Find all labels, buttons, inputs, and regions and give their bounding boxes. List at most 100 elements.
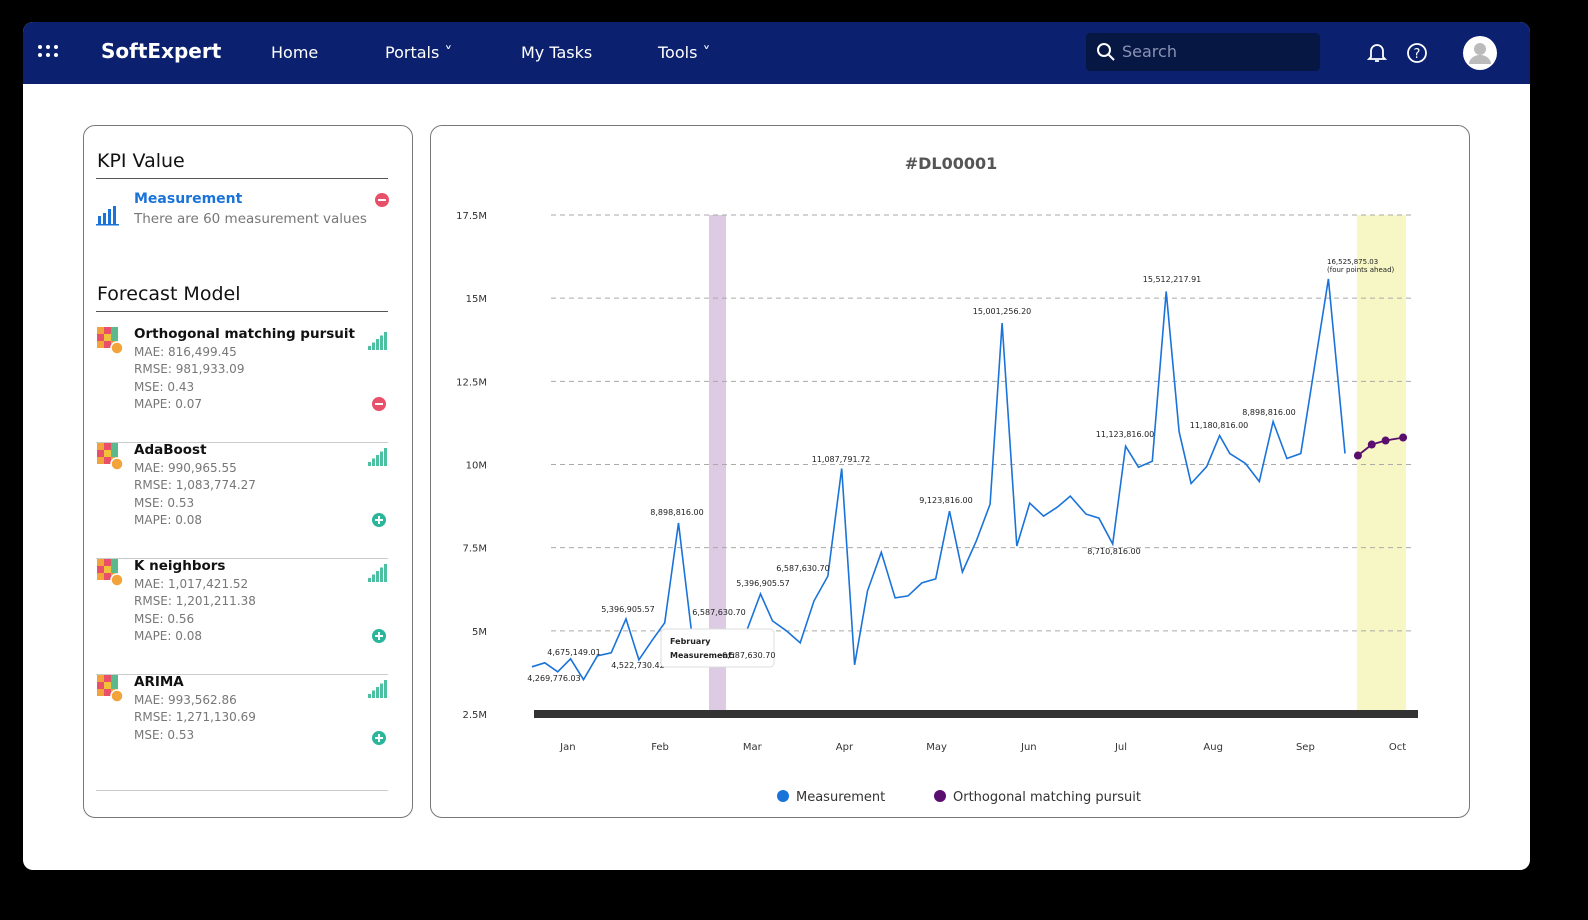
signal-bar [384, 448, 387, 466]
icon-cell [97, 682, 104, 689]
model-name: K neighbors [134, 558, 226, 574]
signal-bar [376, 571, 379, 582]
annotation: 11,123,816.00 [1096, 430, 1155, 439]
apps-icon[interactable] [37, 44, 61, 60]
chart-icon [96, 206, 119, 226]
chart-panel: #DL00001 2.5M 5M 7.5M 10M 12.5M 15M 17.5M Jan Fe… [430, 125, 1470, 818]
remove-button[interactable] [371, 396, 387, 412]
button-glyph [378, 734, 380, 742]
model-icon [97, 327, 124, 355]
model-item[interactable]: ARIMA MAE: 993,562.86 RMSE: 1,271,130.69 MS… [96, 674, 388, 791]
bell-icon[interactable] [1367, 42, 1387, 64]
icon-cell [104, 675, 111, 682]
x-tick-label: Jun [1020, 742, 1037, 753]
model-item[interactable]: AdaBoost MAE: 990,965.55 RMSE: 1,083,774.2… [96, 442, 388, 559]
divider [96, 311, 388, 312]
signal-bar [380, 567, 383, 582]
icon-cell [97, 573, 104, 580]
nav-item[interactable]: Home [271, 43, 319, 62]
search-placeholder: Search [1122, 42, 1177, 61]
y-tick-label: 7.5M [462, 544, 487, 555]
nav-item[interactable]: Portals ˅ [385, 43, 453, 62]
signal-icon [368, 680, 387, 698]
y-tick-label: 17.5M [456, 211, 487, 222]
help-icon[interactable]: ? [1406, 42, 1428, 64]
icon-cell [104, 457, 111, 464]
nav-label: Portals [385, 43, 440, 62]
svg-text:?: ? [1414, 47, 1421, 62]
icon-badge [110, 457, 124, 471]
icon-cell [111, 450, 118, 457]
model-icon [97, 443, 124, 471]
model-icon [97, 675, 124, 703]
signal-bar [372, 690, 375, 698]
icon-cell [111, 334, 118, 341]
nav-item[interactable]: My Tasks [521, 43, 593, 62]
brand[interactable]: SoftExpert [101, 39, 222, 63]
icon-cell [111, 566, 118, 573]
icon-cell [111, 327, 118, 334]
icon-cell [111, 682, 118, 689]
model-metric: MAE: 990,965.55 [134, 461, 237, 475]
nav-item[interactable]: Tools ˅ [658, 43, 711, 62]
icon-cell [97, 334, 104, 341]
model-metric: MAPE: 0.08 [134, 512, 202, 527]
tooltip-label: Measurement: [670, 651, 735, 660]
signal-bar [368, 462, 371, 466]
annotation: 5,396,905.57 [601, 605, 654, 614]
signal-bar [372, 342, 375, 350]
legend-marker[interactable] [934, 790, 946, 802]
icon-cell [104, 689, 111, 696]
model-metric: RMSE: 1,083,774.27 [134, 478, 256, 493]
signal-bar [384, 332, 387, 350]
legend-marker[interactable] [777, 790, 789, 802]
signal-bar [372, 574, 375, 582]
icon-cell [97, 327, 104, 334]
add-button[interactable] [371, 730, 387, 746]
model-item[interactable]: K neighbors MAE: 1,017,421.52 RMSE: 1,201,… [96, 558, 388, 675]
tooltip-value: 6,587,630.70 [722, 651, 775, 660]
model-metric: MSE: 0.43 [134, 379, 195, 394]
search-box[interactable]: Search [1086, 33, 1320, 71]
annotation: (four points ahead) [1327, 266, 1395, 274]
signal-icon [368, 448, 387, 466]
tooltip [660, 628, 775, 668]
icon-cell [97, 559, 104, 566]
add-button[interactable] [371, 512, 387, 528]
avatar[interactable] [1462, 35, 1498, 71]
x-tick-label: Feb [651, 742, 669, 753]
signal-bar [380, 335, 383, 350]
signal-icon [368, 332, 387, 350]
chart-title: #DL00001 [905, 154, 998, 173]
signal-bar [376, 455, 379, 466]
model-metric: MAE: 816,499.45 [134, 345, 237, 359]
annotation: 11,087,791.72 [812, 455, 871, 464]
signal-bar [380, 683, 383, 698]
series-point [1381, 436, 1390, 445]
icon-cell [97, 341, 104, 348]
legend-label[interactable]: Orthogonal matching pursuit [953, 790, 1141, 805]
icon-cell [104, 573, 111, 580]
model-metric: RMSE: 981,933.09 [134, 362, 245, 377]
model-item[interactable]: Orthogonal matching pursuit MAE: 816,499.… [96, 326, 388, 443]
signal-bar [376, 687, 379, 698]
x-tick-label: Apr [836, 742, 854, 753]
tooltip-title: February [670, 637, 711, 646]
button-glyph [378, 516, 380, 524]
add-button[interactable] [371, 628, 387, 644]
y-tick-label: 10M [466, 461, 487, 472]
x-tick-label: Oct [1389, 742, 1406, 753]
annotation: 9,123,816.00 [919, 496, 972, 505]
button-glyph [378, 632, 380, 640]
signal-bar [368, 694, 371, 698]
x-axis [534, 710, 1418, 718]
icon-cell [104, 450, 111, 457]
signal-bar [384, 564, 387, 582]
kpi-item[interactable]: Measurement [134, 191, 243, 207]
legend-label[interactable]: Measurement [796, 790, 885, 805]
annotation: 15,512,217.91 [1143, 275, 1202, 284]
icon-cell [104, 341, 111, 348]
x-tick-label: Jan [559, 742, 575, 753]
y-tick-label: 2.5M [462, 710, 487, 721]
remove-button[interactable] [374, 192, 390, 208]
